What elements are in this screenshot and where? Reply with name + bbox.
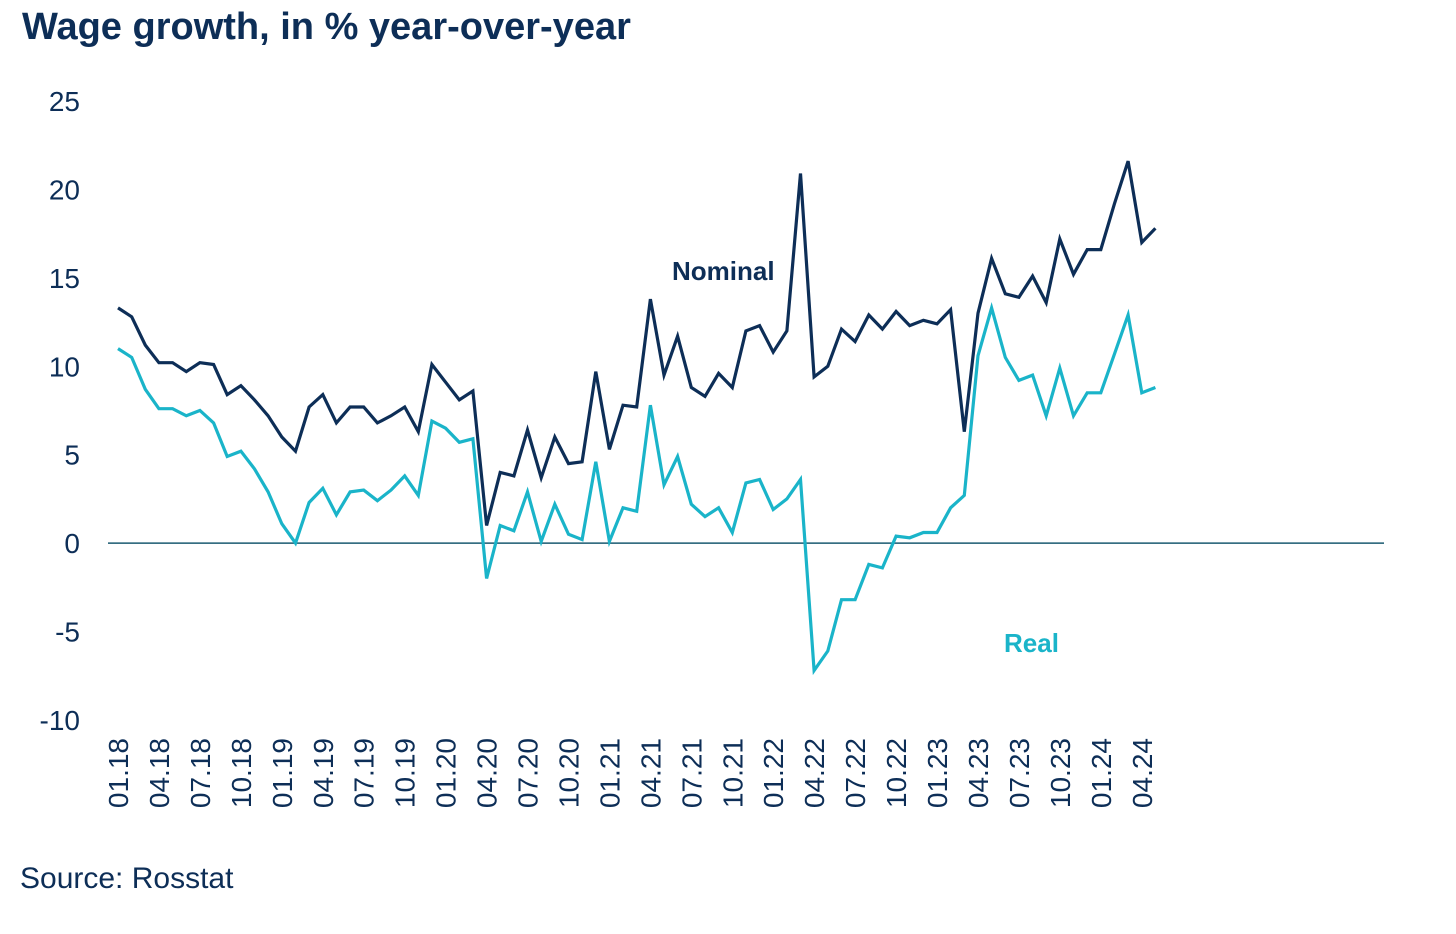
x-tick-label: 07.22 [840, 738, 871, 808]
x-tick-label: 07.23 [1004, 738, 1035, 808]
y-tick-label: 15 [49, 263, 80, 294]
nominal-series-line [117, 160, 1157, 526]
x-tick-label: 04.19 [308, 738, 339, 808]
y-axis-tick-labels: 25 20 15 10 5 0 -5 -10 [40, 86, 80, 736]
x-tick-label: 07.18 [185, 738, 216, 808]
real-series-line [117, 301, 1156, 676]
y-tick-label: 10 [49, 351, 80, 382]
x-tick-label: 10.23 [1045, 738, 1076, 808]
x-tick-label: 01.24 [1086, 738, 1117, 808]
y-tick-label: 0 [64, 528, 80, 559]
x-tick-label: 07.21 [676, 738, 707, 808]
x-tick-label: 04.21 [635, 738, 666, 808]
x-tick-label: 10.22 [881, 738, 912, 808]
x-tick-label: 07.20 [513, 738, 544, 808]
x-tick-label: 04.18 [144, 738, 175, 808]
chart-title: Wage growth, in % year-over-year [22, 6, 631, 48]
x-axis-tick-labels: 01.18 04.18 07.18 10.18 01.19 04.19 07.19 10.19… [103, 738, 1158, 808]
y-tick-label: 5 [64, 440, 80, 471]
real-series-label: Real [1004, 628, 1059, 658]
nominal-series-label: Nominal [672, 256, 775, 286]
x-tick-label: 01.18 [103, 738, 134, 808]
x-tick-label: 01.23 [922, 738, 953, 808]
x-tick-label: 01.22 [758, 738, 789, 808]
x-tick-label: 10.19 [390, 738, 421, 808]
x-tick-label: 04.22 [799, 738, 830, 808]
y-tick-label: 25 [49, 86, 80, 117]
x-tick-label: 04.24 [1127, 738, 1158, 808]
x-tick-label: 10.20 [553, 738, 584, 808]
y-tick-label: -5 [55, 617, 80, 648]
y-tick-label: -10 [40, 705, 80, 736]
x-tick-label: 07.19 [349, 738, 380, 808]
x-tick-label: 04.20 [472, 738, 503, 808]
x-tick-label: 01.21 [594, 738, 625, 808]
source-note: Source: Rosstat [20, 862, 234, 895]
x-tick-label: 04.23 [963, 738, 994, 808]
y-tick-label: 20 [49, 174, 80, 205]
x-tick-label: 01.20 [431, 738, 462, 808]
x-tick-label: 01.19 [267, 738, 298, 808]
x-tick-label: 10.21 [717, 738, 748, 808]
x-tick-label: 10.18 [226, 738, 257, 808]
